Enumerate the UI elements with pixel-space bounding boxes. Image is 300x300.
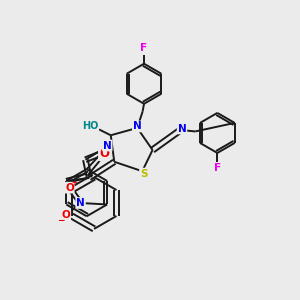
Text: N: N	[76, 198, 85, 208]
Text: HO: HO	[82, 122, 98, 131]
Text: O: O	[65, 183, 74, 193]
Text: N: N	[103, 141, 112, 151]
Text: F: F	[140, 44, 148, 53]
Text: +: +	[71, 180, 77, 186]
Text: N: N	[178, 124, 186, 134]
Text: S: S	[140, 169, 148, 178]
Text: O: O	[61, 210, 70, 220]
Text: F: F	[214, 163, 221, 173]
Text: N: N	[133, 122, 142, 131]
Text: O: O	[99, 147, 109, 160]
Text: −: −	[57, 216, 64, 225]
